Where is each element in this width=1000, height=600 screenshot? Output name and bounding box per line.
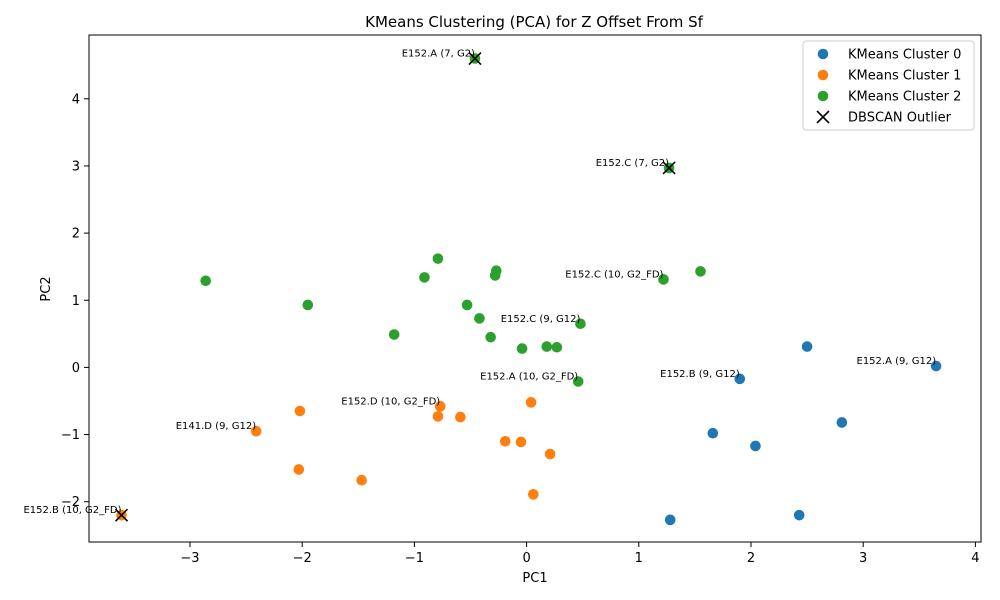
y-tick-label: 3	[72, 159, 80, 174]
data-point	[200, 275, 211, 287]
data-point	[707, 427, 719, 439]
series-3	[114, 51, 676, 522]
data-point	[658, 274, 669, 285]
point-annotation: E141.D (9, G12)	[176, 421, 257, 432]
x-tick-label: 1	[635, 551, 643, 566]
data-point	[294, 405, 306, 417]
y-tick-label: −1	[61, 428, 80, 443]
legend-label: KMeans Cluster 0	[848, 48, 961, 63]
data-point	[485, 331, 496, 343]
point-annotation: E152.D (10, G2_FD)	[341, 396, 440, 407]
x-tick-label: 3	[859, 551, 867, 566]
data-point	[664, 514, 676, 526]
data-point	[551, 341, 563, 353]
legend-label: KMeans Cluster 1	[848, 69, 961, 84]
data-point	[750, 440, 761, 452]
data-point	[499, 435, 511, 447]
data-point	[575, 318, 586, 330]
data-point	[434, 401, 446, 412]
legend-outlier-marker	[816, 110, 830, 124]
x-tick-label: −3	[180, 551, 199, 566]
data-point	[515, 436, 527, 448]
outlier-marker-stroke-b	[662, 161, 676, 175]
legend-marker	[817, 69, 829, 81]
data-point	[489, 270, 501, 281]
data-point	[356, 474, 367, 486]
x-axis-title: PC1	[522, 571, 547, 586]
data-point	[544, 448, 556, 460]
data-point	[793, 509, 805, 521]
data-point	[388, 329, 400, 340]
y-tick-label: 0	[72, 361, 80, 376]
x-tick-label: 0	[522, 551, 530, 566]
y-tick-label: 4	[72, 92, 80, 107]
y-axis-title: PC2	[39, 276, 54, 301]
data-point	[516, 343, 528, 354]
annotations: E152.A (7, G2) E152.C (7, G2) E152.C (10, …	[23, 49, 936, 517]
outlier-marker-stroke-b	[468, 51, 482, 66]
point-annotation: E152.A (10, G2_FD)	[480, 372, 578, 383]
x-tick-label: −1	[405, 551, 424, 566]
y-tick-label: −2	[61, 495, 80, 510]
point-annotation: E152.A (9, G12)	[857, 356, 937, 367]
outlier-marker	[662, 161, 676, 175]
data-point	[302, 299, 314, 311]
legend-label: KMeans Cluster 2	[848, 90, 961, 105]
legend-outlier-marker-stroke-b	[816, 110, 830, 124]
data-point	[474, 313, 485, 324]
data-point	[525, 397, 537, 408]
data-point	[572, 376, 584, 387]
series-0	[664, 341, 942, 526]
data-point	[455, 411, 466, 423]
y-tick-label: 2	[72, 227, 80, 242]
data-point	[250, 425, 262, 437]
point-annotation: E152.C (7, G2)	[596, 158, 669, 169]
data-point	[432, 411, 444, 422]
data-point	[432, 253, 444, 264]
legend-frame	[802, 40, 975, 131]
point-annotation: E152.C (10, G2_FD)	[565, 269, 663, 280]
plot-area: E152.A (7, G2) E152.C (7, G2) E152.C (10, …	[23, 49, 942, 526]
point-annotation: E152.C (9, G12)	[501, 314, 581, 325]
data-point	[293, 464, 305, 475]
x-tick-label: 4	[971, 551, 979, 566]
data-point	[528, 489, 539, 500]
data-point	[930, 360, 942, 372]
x-tick-label: −2	[293, 551, 312, 566]
data-point	[836, 417, 848, 428]
data-point	[695, 266, 706, 277]
outlier-marker-stroke-b	[114, 508, 129, 522]
legend-label: DBSCAN Outlier	[848, 111, 952, 126]
outlier-marker	[468, 51, 482, 66]
series-2	[200, 53, 706, 387]
legend-marker	[817, 48, 829, 60]
axes: −3 −2 −1 0 1 2 3 4 −2 −1 0 1 2 3 4	[61, 92, 980, 566]
data-point	[734, 373, 746, 385]
y-tick-label: 1	[72, 294, 80, 309]
chart-title: KMeans Clustering (PCA) for Z Offset Fro…	[365, 13, 703, 31]
outlier-marker	[114, 508, 129, 522]
x-tick-label: 2	[747, 551, 755, 566]
legend-marker	[817, 90, 829, 102]
legend: KMeans Cluster 0 KMeans Cluster 1 KMeans C…	[802, 40, 975, 131]
plot-frame	[88, 34, 982, 543]
data-point	[801, 341, 813, 352]
data-point	[419, 272, 430, 283]
point-annotation: E152.B (10, G2_FD)	[23, 505, 121, 516]
point-annotation: E152.B (9, G12)	[660, 369, 740, 380]
data-point	[461, 299, 473, 311]
data-point	[541, 341, 553, 352]
series-1	[116, 397, 556, 521]
point-annotation: E152.A (7, G2)	[402, 49, 475, 60]
